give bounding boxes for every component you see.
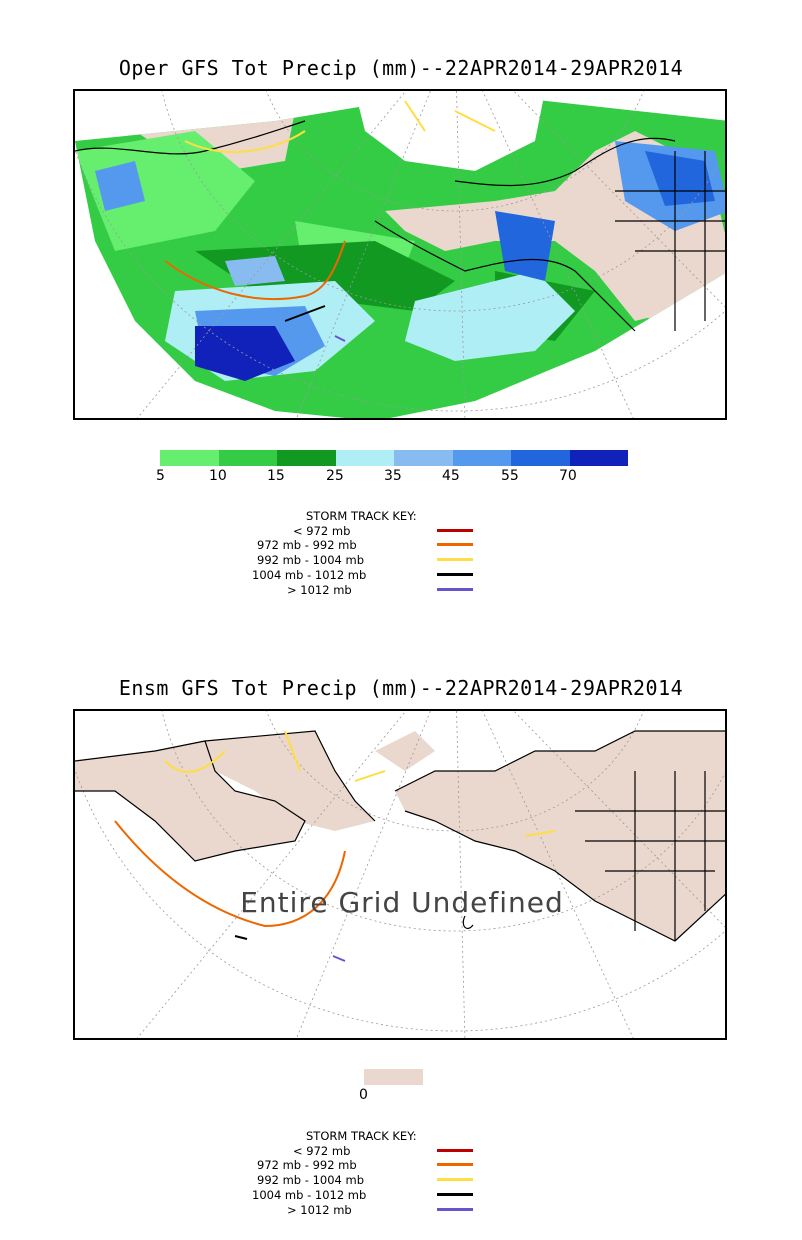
bottom-colorbar-swatch — [364, 1069, 423, 1085]
storm-tracks — [114, 730, 556, 962]
storm-key-label: 1004 mb - 1012 mb — [252, 1188, 367, 1202]
coastlines — [75, 730, 725, 942]
colorbar-tick: 10 — [209, 468, 227, 484]
top-precip-map — [73, 89, 727, 420]
storm-key-label: 992 mb - 1004 mb — [257, 553, 364, 567]
colorbar-swatch — [277, 450, 336, 466]
storm-key-header: STORM TRACK KEY: — [306, 1129, 417, 1143]
colorbar-tick: 70 — [559, 468, 577, 484]
storm-key-label: > 1012 mb — [287, 1203, 352, 1217]
storm-key-label: 992 mb - 1004 mb — [257, 1173, 364, 1187]
storm-key-label: < 972 mb — [293, 1144, 351, 1158]
colorbar-swatch — [394, 450, 453, 466]
storm-key-line — [437, 543, 473, 546]
colorbar-tick: 0 — [359, 1087, 368, 1103]
graticule — [75, 91, 725, 418]
colorbar-tick: 55 — [501, 468, 519, 484]
storm-key-label: > 1012 mb — [287, 583, 352, 597]
colorbar-tick: 5 — [156, 468, 165, 484]
bottom-map-graphic — [75, 711, 725, 1038]
colorbar-tick: 45 — [442, 468, 460, 484]
storm-key-line — [437, 1208, 473, 1211]
bottom-map-title: Ensm GFS Tot Precip (mm)--22APR2014-29AP… — [118, 676, 684, 700]
colorbar-tick: 15 — [267, 468, 285, 484]
top-colorbar — [160, 450, 628, 466]
colorbar-tick: 25 — [326, 468, 344, 484]
storm-key-line — [437, 1178, 473, 1181]
storm-key-label: 972 mb - 992 mb — [257, 538, 357, 552]
storm-key-label: < 972 mb — [293, 524, 351, 538]
top-map-graphic — [75, 91, 725, 418]
colorbar-swatch — [569, 450, 628, 466]
storm-tracks — [164, 100, 496, 342]
storm-key-line — [437, 558, 473, 561]
colorbar-swatch — [335, 450, 394, 466]
storm-key-line — [437, 529, 473, 532]
storm-key-line — [437, 1163, 473, 1166]
undefined-grid-label: Entire Grid Undefined — [240, 886, 564, 919]
colorbar-swatch — [452, 450, 511, 466]
storm-key-label: 1004 mb - 1012 mb — [252, 568, 367, 582]
storm-key-line — [437, 573, 473, 576]
top-map-title: Oper GFS Tot Precip (mm)--22APR2014-29AP… — [118, 56, 684, 80]
storm-key-line — [437, 588, 473, 591]
bottom-precip-map: Entire Grid Undefined — [73, 709, 727, 1040]
colorbar-swatch — [511, 450, 570, 466]
storm-key-header: STORM TRACK KEY: — [306, 509, 417, 523]
colorbar-swatch — [218, 450, 277, 466]
coastlines — [75, 120, 725, 332]
colorbar-tick: 35 — [384, 468, 402, 484]
land-areas — [75, 731, 725, 941]
storm-key-label: 972 mb - 992 mb — [257, 1158, 357, 1172]
colorbar-swatch — [160, 450, 219, 466]
graticule — [75, 711, 725, 1038]
storm-key-line — [437, 1149, 473, 1152]
storm-key-line — [437, 1193, 473, 1196]
